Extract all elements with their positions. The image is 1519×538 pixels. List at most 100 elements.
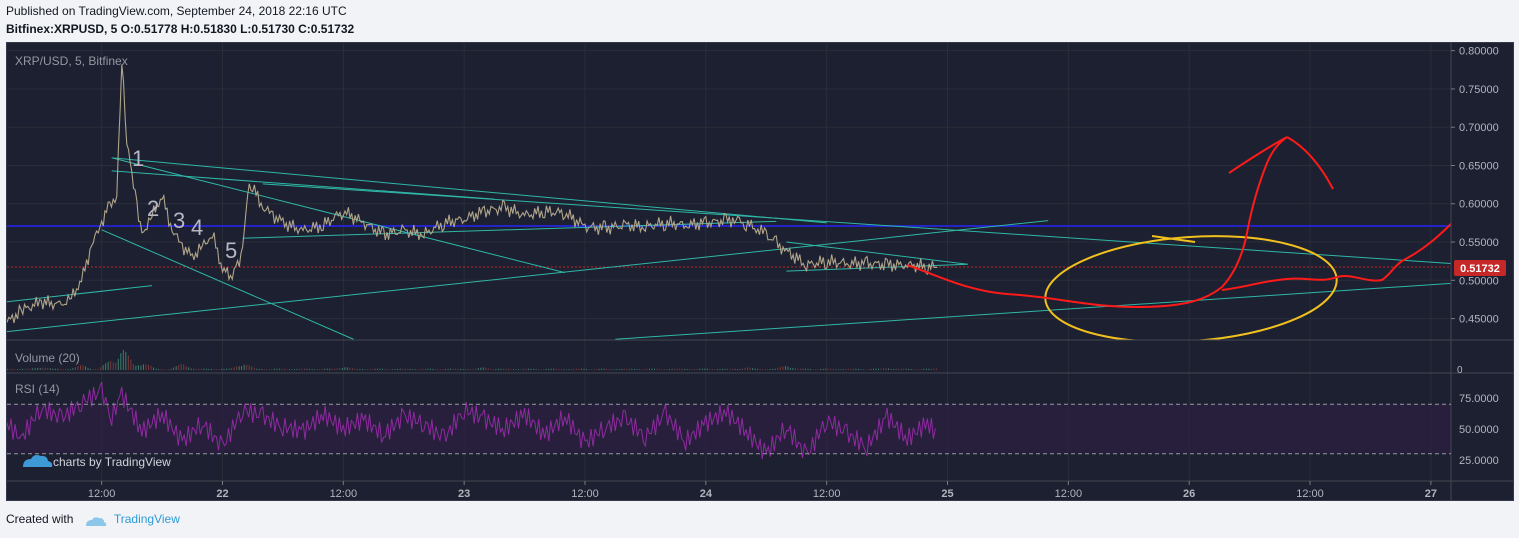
volume-bar: [575, 368, 577, 370]
volume-bar: [701, 368, 703, 370]
volume-bar: [246, 364, 248, 370]
volume-bar: [432, 368, 434, 370]
volume-bar: [855, 368, 857, 370]
volume-bar: [840, 369, 842, 370]
volume-bar: [885, 368, 887, 370]
volume-bar: [341, 367, 343, 370]
volume-bar: [608, 368, 610, 370]
time-tick-label: 12:00: [88, 488, 116, 500]
volume-bar: [772, 368, 774, 370]
trendline: [615, 282, 1451, 340]
volume-bar: [739, 369, 741, 370]
volume-bar: [638, 369, 640, 370]
volume-bar: [339, 368, 341, 370]
price-tick-label: 0.70000: [1459, 122, 1499, 134]
volume-bar: [930, 368, 932, 370]
chart-svg[interactable]: 12 3 45 0.800000.750000.700000.650000.6000…: [7, 43, 1513, 500]
volume-bar: [913, 369, 915, 370]
volume-bar: [409, 368, 411, 370]
footer: Created with TradingView: [6, 512, 180, 526]
volume-bar: [105, 363, 107, 370]
volume-bar: [140, 365, 142, 370]
volume-bar: [47, 367, 49, 370]
volume-bar: [42, 367, 44, 370]
volume-bar: [898, 368, 900, 370]
volume-bar: [17, 369, 19, 370]
volume-bars: [7, 349, 937, 370]
volume-bar: [372, 368, 374, 370]
time-tick-label: 22: [216, 488, 228, 500]
volume-bar: [631, 368, 633, 370]
volume-bar: [895, 368, 897, 370]
volume-bar: [414, 369, 416, 370]
volume-bar: [497, 368, 499, 370]
volume-bar: [492, 369, 494, 370]
footer-brand[interactable]: TradingView: [113, 512, 180, 526]
volume-bar: [580, 368, 582, 370]
volume-bar: [306, 368, 308, 370]
volume-bar: [158, 368, 160, 370]
volume-bar: [442, 369, 444, 370]
volume-bar: [872, 368, 874, 370]
hand-drawings: [906, 136, 1451, 340]
volume-bar: [472, 368, 474, 370]
tradingview-watermark[interactable]: charts by TradingView: [23, 455, 171, 469]
volume-bar: [218, 369, 220, 370]
tradingview-logo-icon: [85, 515, 107, 526]
volume-bar: [54, 368, 56, 370]
volume-bar: [548, 368, 550, 370]
time-tick-label: 24: [700, 488, 713, 500]
volume-bar: [392, 369, 394, 370]
volume-bar: [168, 369, 170, 370]
volume-bar: [674, 368, 676, 370]
volume-bar: [72, 368, 74, 370]
volume-bar: [354, 368, 356, 370]
volume-bar: [424, 368, 426, 370]
volume-bar: [190, 368, 192, 370]
volume-bar: [185, 365, 187, 370]
volume-bar: [525, 368, 527, 370]
volume-bar: [377, 368, 379, 370]
volume-bar: [193, 368, 195, 370]
volume-bar: [253, 367, 255, 370]
volume-bar: [918, 369, 920, 370]
volume-bar: [679, 368, 681, 370]
trendline: [7, 220, 1049, 333]
volume-bar: [714, 369, 716, 370]
red-drawing: [906, 136, 1451, 309]
volume-bar: [810, 368, 812, 370]
volume-bar: [659, 368, 661, 370]
volume-bar: [195, 368, 197, 370]
volume-bar: [100, 367, 102, 370]
volume-bar: [64, 369, 66, 370]
volume-bar: [366, 369, 368, 370]
volume-bar: [759, 368, 761, 370]
volume-bar: [925, 368, 927, 370]
volume-bar: [266, 369, 268, 370]
volume-bar: [553, 368, 555, 370]
volume-bar: [616, 369, 618, 370]
wave-label: 2: [147, 196, 159, 221]
volume-bar: [286, 368, 288, 370]
volume-bar: [591, 369, 593, 370]
time-tick-label: 27: [1425, 488, 1437, 500]
volume-bar: [145, 364, 147, 370]
volume-bar: [102, 365, 104, 370]
volume-bar: [150, 366, 152, 370]
volume-bar: [457, 368, 459, 370]
volume-bar: [540, 369, 542, 370]
volume-bar: [845, 368, 847, 370]
volume-bar: [719, 368, 721, 370]
volume-bar: [878, 368, 880, 370]
trendline: [786, 263, 968, 272]
volume-bar: [412, 369, 414, 370]
volume-bar: [437, 369, 439, 370]
price-series: [7, 64, 938, 324]
volume-bar: [29, 368, 31, 370]
volume-bar: [293, 369, 295, 370]
volume-bar: [681, 368, 683, 370]
volume-bar: [842, 369, 844, 370]
time-axis: 12:00 22 12:00 23 12:00 24 12:00 25 12:00 26 12:00…: [88, 481, 1437, 500]
volume-bar: [382, 368, 384, 370]
